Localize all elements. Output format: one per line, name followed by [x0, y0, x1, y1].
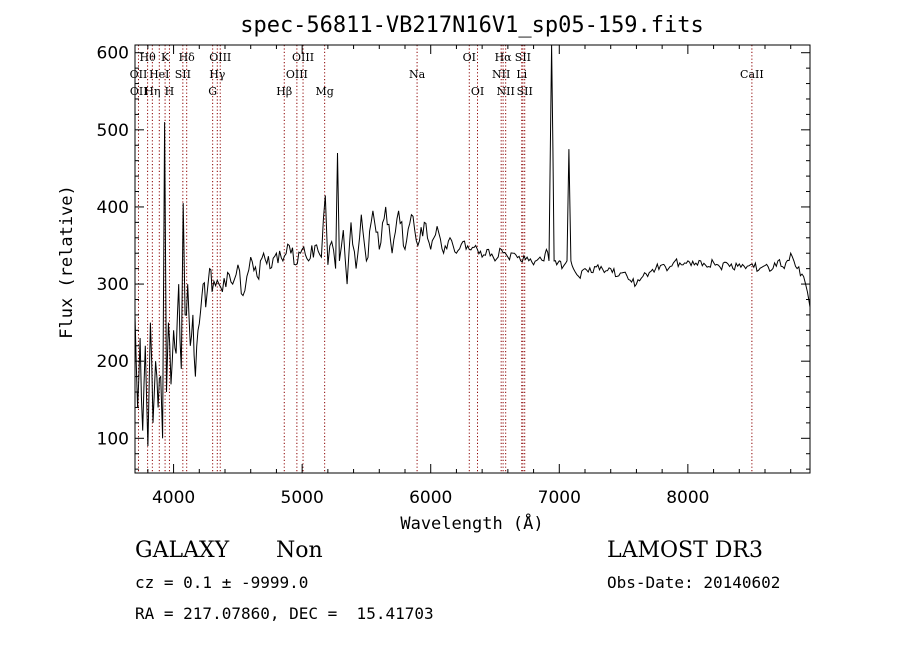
line-label: Hθ [139, 51, 156, 64]
line-label: Hβ [276, 85, 292, 98]
redshift-line: cz = 0.1 ± -9999.0 [135, 573, 309, 592]
survey-name: LAMOST DR3 [607, 538, 763, 563]
y-tick-label: 200 [97, 352, 129, 372]
line-label: SII [175, 68, 191, 81]
y-axis-ticks: 100 200 300 400 500 600 [97, 44, 810, 470]
object-class: GALAXY [135, 538, 230, 563]
y-tick-label: 500 [97, 121, 129, 141]
line-label: NII [492, 68, 510, 81]
x-tick-label: 7000 [538, 488, 581, 508]
line-label: SII [515, 51, 531, 64]
y-tick-label: 600 [97, 44, 129, 64]
chart-title: spec-56811-VB217N16V1_sp05-159.fits [240, 13, 704, 38]
line-label: OIII [286, 68, 308, 81]
line-label: OII [130, 68, 148, 81]
line-label: G [208, 85, 217, 98]
x-tick-label: 6000 [409, 488, 452, 508]
x-tick-label: 5000 [281, 488, 324, 508]
line-label: H [165, 85, 175, 98]
line-label: Mg [315, 85, 333, 98]
line-label: Hα [495, 51, 513, 64]
plot-frame [134, 44, 811, 474]
line-label: OIII [292, 51, 314, 64]
line-label: Li [516, 68, 527, 81]
y-tick-label: 100 [97, 429, 129, 449]
y-tick-label: 300 [97, 275, 129, 295]
x-axis-ticks: 4000 5000 6000 7000 8000 [147, 45, 792, 508]
x-axis-label: Wavelength (Å) [400, 512, 543, 534]
line-label: Hη [144, 85, 160, 98]
y-axis-label: Flux (relative) [57, 185, 77, 339]
line-label: OI [471, 85, 484, 98]
line-label: OII [130, 85, 148, 98]
line-label: Hδ [179, 51, 196, 64]
y-tick-label: 400 [97, 198, 129, 218]
emission-line-markers [137, 45, 753, 473]
spectrum-trace [134, 44, 811, 447]
emission-line-labels: OII OII Hθ Hη HeI K H Hδ SII OIII Hγ G Hβ OIII OIII Mg N… [130, 51, 764, 98]
x-tick-label: 4000 [152, 488, 195, 508]
object-subclass: Non [276, 538, 323, 563]
line-label: Hγ [209, 68, 226, 81]
line-label: NII [497, 85, 515, 98]
line-label: SII [517, 85, 533, 98]
coordinates: RA = 217.07860, DEC = 15.41703 [135, 604, 434, 623]
line-label: Na [409, 68, 426, 81]
line-label: CaII [740, 68, 764, 81]
line-label: HeI [149, 68, 169, 81]
line-label: OIII [209, 51, 231, 64]
observation-date: Obs-Date: 20140602 [607, 573, 781, 592]
line-label: K [161, 51, 170, 64]
line-label: OI [463, 51, 476, 64]
x-tick-label: 8000 [666, 488, 709, 508]
